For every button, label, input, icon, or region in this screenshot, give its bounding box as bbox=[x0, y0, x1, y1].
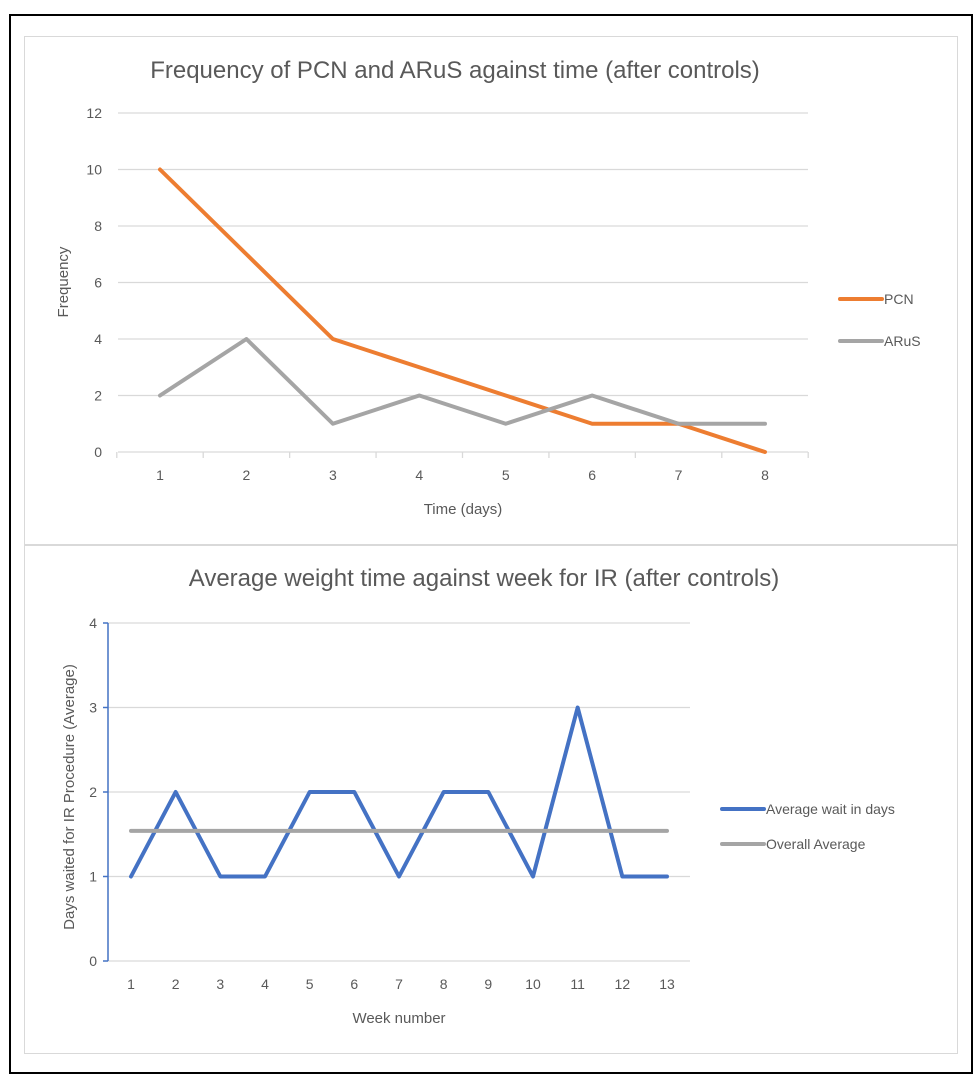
chart1-x-axis-label: Time (days) bbox=[424, 501, 503, 518]
chart-divider bbox=[24, 544, 958, 546]
x-tick-label: 4 bbox=[415, 467, 423, 483]
x-tick-label: 5 bbox=[502, 467, 510, 483]
y-tick-label: 4 bbox=[94, 331, 102, 347]
y-tick-label: 12 bbox=[86, 105, 102, 121]
x-tick-label: 7 bbox=[675, 467, 683, 483]
chart1-title: Frequency of PCN and ARuS against time (… bbox=[150, 57, 760, 84]
legend-label: PCN bbox=[884, 291, 914, 307]
x-tick-label: 6 bbox=[588, 467, 596, 483]
y-tick-label: 0 bbox=[94, 444, 102, 460]
legend-label: ARuS bbox=[884, 333, 921, 349]
y-tick-label: 2 bbox=[94, 388, 102, 404]
chart1-y-axis-label: Frequency bbox=[55, 246, 72, 317]
y-tick-label: 6 bbox=[94, 275, 102, 291]
figure-border bbox=[9, 14, 973, 1074]
y-tick-label: 10 bbox=[86, 162, 102, 178]
chart-frequency: Frequency of PCN and ARuS against time (… bbox=[55, 57, 921, 518]
x-tick-label: 2 bbox=[243, 467, 251, 483]
series-line-pcn bbox=[158, 167, 767, 454]
series-line-arus bbox=[158, 337, 767, 426]
y-tick-label: 8 bbox=[94, 218, 102, 234]
x-tick-label: 1 bbox=[156, 467, 164, 483]
x-tick-label: 3 bbox=[329, 467, 337, 483]
x-tick-label: 8 bbox=[761, 467, 769, 483]
